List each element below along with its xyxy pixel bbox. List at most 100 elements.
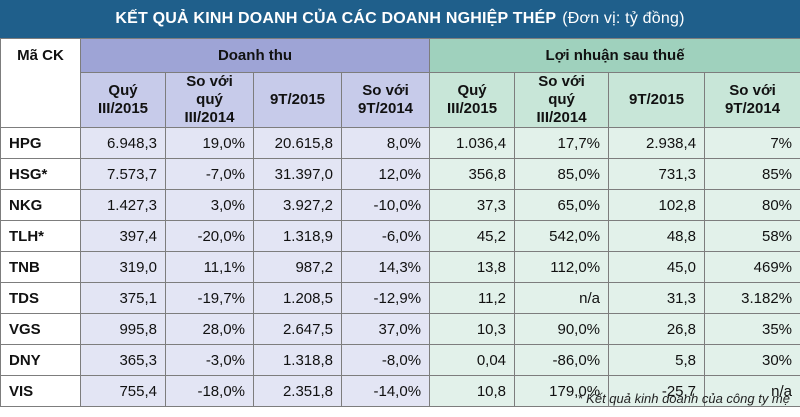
table-row: TLH* 397,4 -20,0% 1.318,9 -6,0% 45,2 542,0% 48,… (0, 220, 800, 252)
table-row: VGS 995,8 28,0% 2.647,5 37,0% 10,3 90,0% 26,8 35… (0, 313, 800, 345)
header-profit-vs-9t: So với 9T/2014 (704, 72, 800, 128)
header-profit-vs-q: So với quý III/2014 (514, 72, 610, 128)
revenue-q-cell: 7.573,7 (80, 158, 166, 190)
revenue-9t-cell: 987,2 (253, 251, 342, 283)
profit-vs-q-cell: 90,0% (514, 313, 610, 345)
profit-vs-9t-cell: 469% (704, 251, 800, 283)
title-bar: KẾT QUẢ KINH DOANH CỦA CÁC DOANH NGHIỆP … (0, 0, 800, 38)
profit-vs-q-cell: 17,7% (514, 127, 610, 159)
profit-vs-q-cell: 85,0% (514, 158, 610, 190)
revenue-vs-9t-cell: 8,0% (340, 127, 431, 159)
revenue-9t-cell: 20.615,8 (253, 127, 342, 159)
table-row: TNB 319,0 11,1% 987,2 14,3% 13,8 112,0% 45,0 469… (0, 251, 800, 283)
profit-q-cell: 10,3 (429, 313, 516, 345)
table-row: HSG* 7.573,7 -7,0% 31.397,0 12,0% 356,8 85,0% 7… (0, 158, 800, 190)
stock-code: TLH* (0, 220, 81, 252)
revenue-q-cell: 365,3 (80, 344, 166, 376)
table-row: HPG 6.948,3 19,0% 20.615,8 8,0% 1.036,4 17,7% 2… (0, 127, 800, 159)
profit-9t-cell: 731,3 (608, 158, 706, 190)
table-body: HPG 6.948,3 19,0% 20.615,8 8,0% 1.036,4 17,7% 2… (0, 127, 800, 407)
revenue-9t-cell: 1.318,9 (253, 220, 342, 252)
table-title: KẾT QUẢ KINH DOANH CỦA CÁC DOANH NGHIỆP … (115, 10, 557, 27)
revenue-vs-q-cell: 3,0% (165, 189, 254, 221)
revenue-q-cell: 375,1 (80, 282, 166, 314)
profit-vs-9t-cell: 30% (704, 344, 800, 376)
revenue-vs-9t-cell: -14,0% (340, 375, 431, 407)
revenue-vs-9t-cell: 14,3% (340, 251, 431, 283)
header-profit: Lợi nhuận sau thuế (429, 38, 800, 73)
table-row: TDS 375,1 -19,7% 1.208,5 -12,9% 11,2 n/a 31,3 3.… (0, 282, 800, 314)
header-revenue-q: Quý III/2015 (80, 72, 166, 128)
unit-note: (Đơn vị: tỷ đồng) (562, 10, 685, 27)
profit-vs-q-cell: n/a (514, 282, 610, 314)
revenue-vs-9t-cell: -12,9% (340, 282, 431, 314)
profit-vs-q-cell: 542,0% (514, 220, 610, 252)
profit-vs-9t-cell: 7% (704, 127, 800, 159)
stock-code: HPG (0, 127, 81, 159)
table-row: VIS 755,4 -18,0% 2.351,8 -14,0% 10,8 179,0% -25… (0, 375, 800, 407)
stock-code: NKG (0, 189, 81, 221)
profit-q-cell: 45,2 (429, 220, 516, 252)
profit-vs-9t-cell: 80% (704, 189, 800, 221)
table-row: NKG 1.427,3 3,0% 3.927,2 -10,0% 37,3 65,0% 102,… (0, 189, 800, 221)
profit-vs-q-cell: 65,0% (514, 189, 610, 221)
revenue-vs-q-cell: -20,0% (165, 220, 254, 252)
revenue-q-cell: 397,4 (80, 220, 166, 252)
revenue-vs-9t-cell: -8,0% (340, 344, 431, 376)
profit-9t-cell: 45,0 (608, 251, 706, 283)
stock-code: VGS (0, 313, 81, 345)
profit-q-cell: 11,2 (429, 282, 516, 314)
header-revenue: Doanh thu (79, 38, 431, 73)
profit-vs-9t-cell: 35% (704, 313, 800, 345)
table-row: DNY 365,3 -3,0% 1.318,8 -8,0% 0,04 -86,0% 5,8 30… (0, 344, 800, 376)
stock-code: DNY (0, 344, 81, 376)
revenue-9t-cell: 3.927,2 (253, 189, 342, 221)
revenue-vs-q-cell: 19,0% (165, 127, 254, 159)
header-revenue-vs-q: So với quý III/2014 (165, 72, 254, 128)
profit-q-cell: 356,8 (429, 158, 516, 190)
revenue-vs-9t-cell: 37,0% (340, 313, 431, 345)
revenue-vs-9t-cell: -6,0% (340, 220, 431, 252)
header-profit-9t: 9T/2015 (608, 72, 706, 128)
stock-code: TNB (0, 251, 81, 283)
revenue-q-cell: 319,0 (80, 251, 166, 283)
revenue-vs-q-cell: -18,0% (165, 375, 254, 407)
revenue-vs-9t-cell: -10,0% (340, 189, 431, 221)
header-revenue-vs-9t: So với 9T/2014 (340, 72, 431, 128)
header-code: Mã CK (0, 38, 81, 128)
revenue-vs-q-cell: 11,1% (165, 251, 254, 283)
revenue-9t-cell: 31.397,0 (253, 158, 342, 190)
revenue-q-cell: 6.948,3 (80, 127, 166, 159)
revenue-vs-9t-cell: 12,0% (340, 158, 431, 190)
profit-vs-q-cell: 179,0% (514, 375, 610, 407)
footnote: * Kết quả kinh doanh của công ty mẹ (577, 391, 790, 406)
revenue-9t-cell: 1.318,8 (253, 344, 342, 376)
profit-q-cell: 37,3 (429, 189, 516, 221)
header-revenue-9t: 9T/2015 (253, 72, 342, 128)
profit-vs-9t-cell: 3.182% (704, 282, 800, 314)
profit-q-cell: 13,8 (429, 251, 516, 283)
profit-vs-9t-cell: 85% (704, 158, 800, 190)
profit-vs-9t-cell: 58% (704, 220, 800, 252)
revenue-vs-q-cell: -19,7% (165, 282, 254, 314)
revenue-vs-q-cell: -7,0% (165, 158, 254, 190)
revenue-vs-q-cell: -3,0% (165, 344, 254, 376)
profit-9t-cell: 26,8 (608, 313, 706, 345)
revenue-9t-cell: 1.208,5 (253, 282, 342, 314)
stock-code: HSG* (0, 158, 81, 190)
revenue-9t-cell: 2.647,5 (253, 313, 342, 345)
profit-vs-9t-cell: n/a (704, 375, 800, 407)
profit-q-cell: 10,8 (429, 375, 516, 407)
profit-9t-cell: 102,8 (608, 189, 706, 221)
revenue-vs-q-cell: 28,0% (165, 313, 254, 345)
stock-code: VIS (0, 375, 81, 407)
profit-9t-cell: -25,7 (608, 375, 706, 407)
profit-9t-cell: 31,3 (608, 282, 706, 314)
profit-q-cell: 1.036,4 (429, 127, 516, 159)
stock-code: TDS (0, 282, 81, 314)
header-profit-q: Quý III/2015 (429, 72, 516, 128)
profit-9t-cell: 5,8 (608, 344, 706, 376)
profit-9t-cell: 48,8 (608, 220, 706, 252)
results-table: Mã CK Doanh thu Lợi nhuận sau thuế Quý I… (0, 38, 800, 407)
